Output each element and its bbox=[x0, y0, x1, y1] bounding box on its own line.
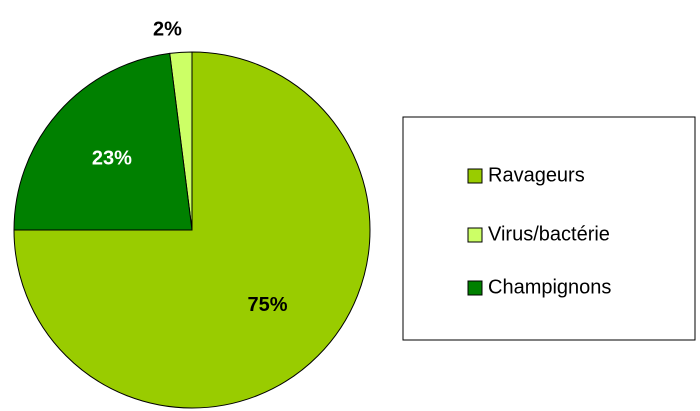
pie-slice bbox=[13, 51, 371, 409]
pie-slice bbox=[13, 52, 193, 231]
legend-label: Ravageurs bbox=[488, 164, 585, 186]
legend-box bbox=[402, 116, 696, 341]
legend-swatch bbox=[467, 227, 483, 243]
data-label: 75% bbox=[248, 294, 288, 316]
legend-swatch bbox=[467, 168, 483, 184]
legend-label: Virus/bactérie bbox=[488, 223, 610, 245]
legend-swatch bbox=[467, 280, 483, 296]
legend-label: Champignons bbox=[488, 276, 611, 298]
data-label: 23% bbox=[92, 148, 132, 170]
data-label: 2% bbox=[153, 19, 182, 41]
